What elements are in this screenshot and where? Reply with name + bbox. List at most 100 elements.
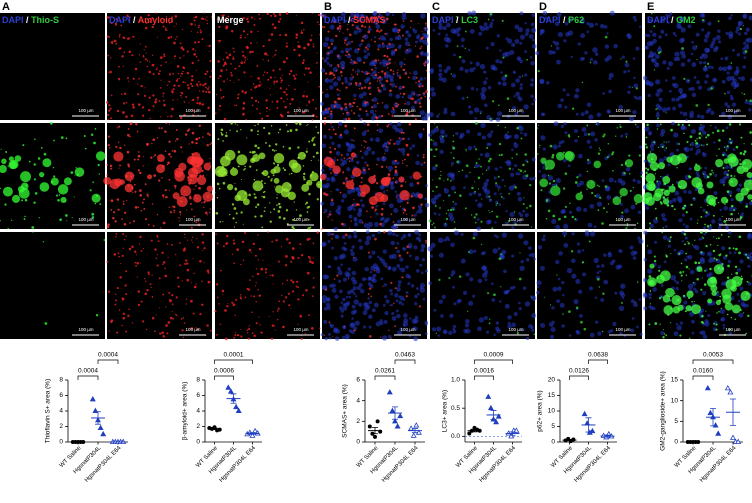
stain-dot xyxy=(7,227,9,230)
stain-dot xyxy=(285,12,289,15)
stain-cell xyxy=(728,177,738,187)
nucleus xyxy=(541,237,546,242)
stain-dot xyxy=(300,337,303,341)
stain-dot xyxy=(186,239,189,241)
nucleus xyxy=(544,16,548,20)
stain-dot xyxy=(334,148,337,151)
stain-dot xyxy=(229,129,231,131)
scale-bar-label: 100 µm xyxy=(400,217,415,222)
error-bar xyxy=(392,406,398,420)
nucleus xyxy=(635,325,639,329)
nucleus xyxy=(647,55,651,58)
stain-dot xyxy=(270,14,273,17)
stain-dot xyxy=(393,302,395,305)
nucleus xyxy=(748,108,752,112)
stain-dot xyxy=(455,16,458,18)
nucleus xyxy=(371,308,376,313)
stain-dot xyxy=(181,151,183,153)
stain-dot xyxy=(465,164,469,168)
stain-dot xyxy=(201,303,204,306)
nucleus xyxy=(383,37,387,41)
nucleus xyxy=(372,12,377,17)
nucleus xyxy=(345,272,351,278)
nucleus xyxy=(395,140,401,146)
stain-dot xyxy=(514,186,517,189)
stain-dot xyxy=(327,51,330,55)
stain-dot xyxy=(334,157,336,159)
stain-dot xyxy=(679,334,682,337)
nucleus xyxy=(542,147,546,151)
stain-dot xyxy=(154,330,156,333)
stain-dot xyxy=(443,180,445,182)
nucleus xyxy=(479,110,483,114)
scale-bar-label: 100 µm xyxy=(78,217,93,222)
nucleus xyxy=(557,277,561,281)
nucleus xyxy=(633,76,636,80)
stain-dot xyxy=(156,254,158,256)
stain-dot xyxy=(739,218,742,220)
stain-dot xyxy=(107,16,110,19)
nucleus xyxy=(725,226,729,230)
nucleus xyxy=(529,82,534,87)
stain-dot xyxy=(91,212,95,216)
nucleus xyxy=(351,304,356,309)
stain-dot xyxy=(240,178,243,181)
nucleus xyxy=(524,50,528,54)
nucleus xyxy=(690,141,695,147)
stain-dot xyxy=(695,104,699,107)
nucleus xyxy=(557,286,562,291)
stain-dot xyxy=(138,189,142,192)
nucleus xyxy=(542,165,546,169)
nucleus xyxy=(483,70,487,74)
stain-dot xyxy=(394,62,396,64)
stain-dot xyxy=(121,324,123,327)
nucleus xyxy=(552,144,558,150)
nucleus xyxy=(638,298,642,301)
stain-dot xyxy=(681,280,683,282)
nucleus xyxy=(436,326,442,332)
stain-dot xyxy=(345,50,348,53)
micrograph: 100 µm xyxy=(320,229,429,342)
stain-dot xyxy=(148,96,151,99)
nucleus xyxy=(394,190,398,194)
p-value: 0.0006 xyxy=(214,368,234,375)
channel-header: DAPI / Amyloid xyxy=(109,15,173,25)
nucleus xyxy=(678,87,683,93)
stain-dot xyxy=(166,84,169,87)
stain-cell xyxy=(662,294,671,303)
nucleus xyxy=(377,230,381,235)
stain-dot xyxy=(357,48,360,51)
stain-dot xyxy=(595,123,597,125)
stain-dot xyxy=(193,53,196,56)
stain-dot xyxy=(268,60,270,62)
stain-dot xyxy=(375,116,378,119)
nucleus xyxy=(702,334,708,340)
stain-dot xyxy=(374,210,376,212)
stain-dot xyxy=(136,83,139,85)
stain-dot xyxy=(278,13,282,16)
stain-dot xyxy=(116,198,120,201)
stain-cell xyxy=(11,194,21,203)
micrograph: 100 µm xyxy=(642,121,752,231)
stain-dot xyxy=(144,277,146,280)
stain-dot xyxy=(586,124,589,127)
nucleus xyxy=(679,16,684,21)
stain-dot xyxy=(702,322,704,324)
stain-dot xyxy=(250,16,253,19)
data-point xyxy=(712,422,719,428)
stain-dot xyxy=(303,46,306,50)
nucleus xyxy=(672,106,677,111)
stain-dot xyxy=(171,107,174,111)
stain-cell xyxy=(707,298,713,304)
nucleus xyxy=(517,27,523,33)
nucleus xyxy=(331,246,334,250)
channel-label: / xyxy=(26,15,29,25)
nucleus xyxy=(721,246,726,251)
nucleus xyxy=(483,316,488,321)
scale-bar-label: 100 µm xyxy=(508,217,523,222)
stain-dot xyxy=(726,173,729,176)
stain-dot xyxy=(348,102,352,106)
nucleus xyxy=(615,264,621,270)
stain-dot xyxy=(537,127,539,129)
stain-dot xyxy=(173,209,176,212)
